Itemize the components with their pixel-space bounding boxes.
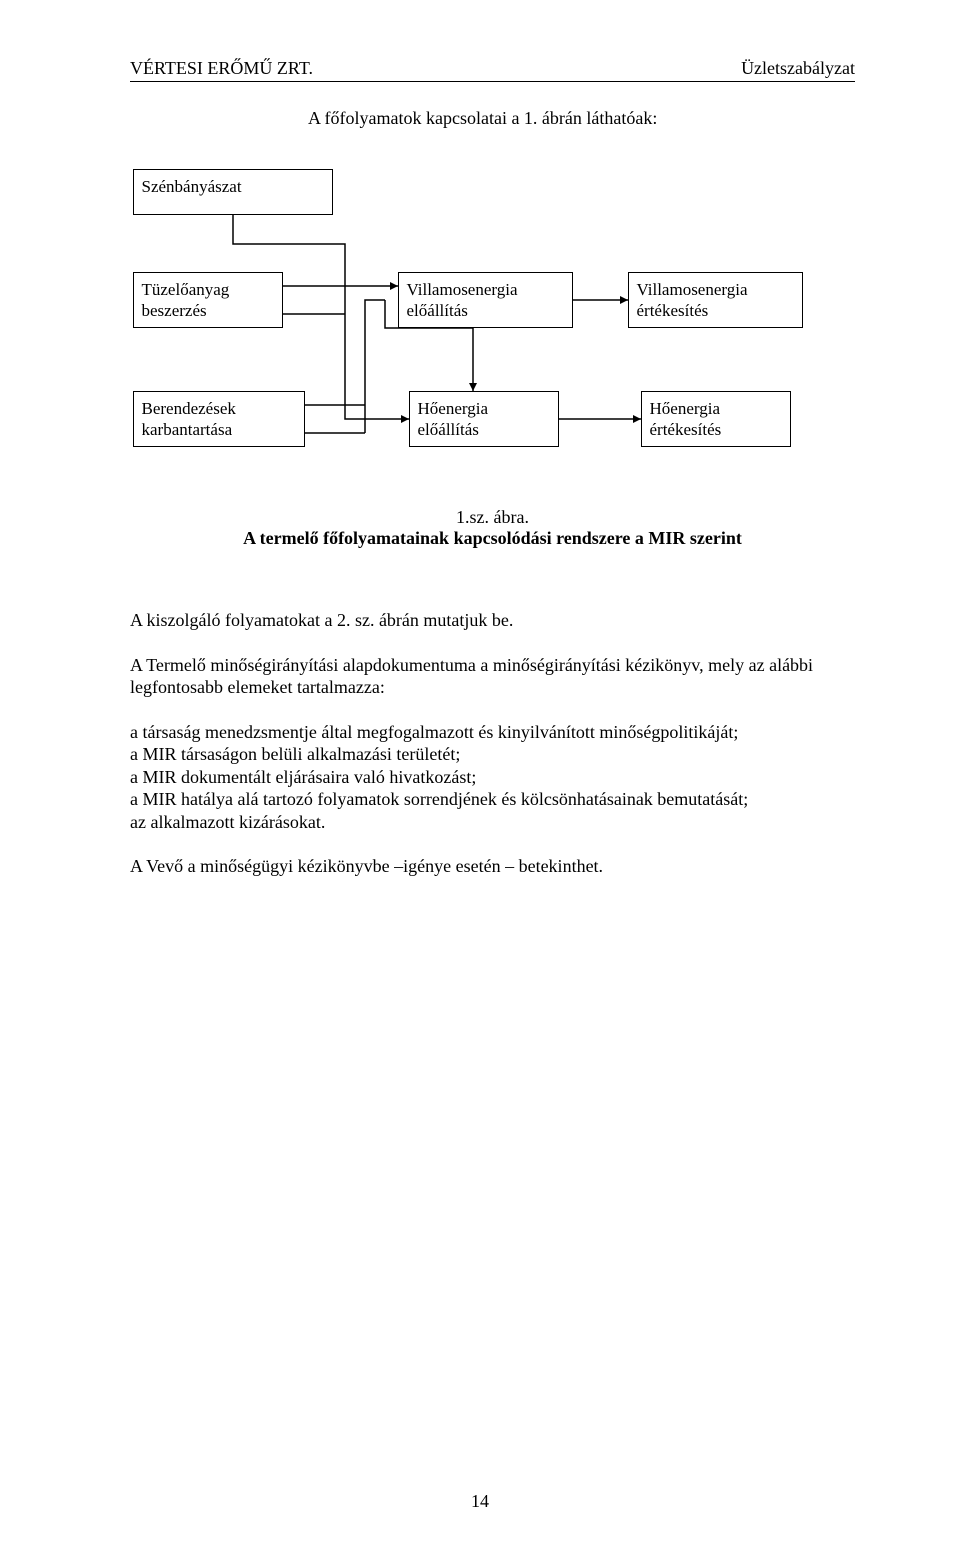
node-villamosenergia-ertekesites: Villamosenergiaértékesítés <box>628 272 803 328</box>
figure-caption: 1.sz. ábra. A termelő főfolyamatainak ka… <box>130 507 855 549</box>
header-left: VÉRTESI ERŐMŰ ZRT. <box>130 58 313 79</box>
list-item-1: a társaság menedzsmentje által megfogalm… <box>130 721 855 744</box>
paragraph-1: A kiszolgáló folyamatokat a 2. sz. ábrán… <box>130 609 855 632</box>
header-right: Üzletszabályzat <box>741 58 855 79</box>
page-header: VÉRTESI ERŐMŰ ZRT. Üzletszabályzat <box>130 58 855 82</box>
paragraph-2: A Termelő minőségirányítási alapdokument… <box>130 654 855 699</box>
body-text: A kiszolgáló folyamatokat a 2. sz. ábrán… <box>130 609 855 878</box>
node-berendezesek-karbantartasa: Berendezésekkarbantartása <box>133 391 305 447</box>
node-villamosenergia-eloallitas: Villamosenergiaelőállítás <box>398 272 573 328</box>
node-szenbanyaszat: Szénbányászat <box>133 169 333 215</box>
list-item-5: az alkalmazott kizárásokat. <box>130 811 855 834</box>
node-hoenergia-ertekesites: Hőenergiaértékesítés <box>641 391 791 447</box>
list-item-2: a MIR társaságon belüli alkalmazási terü… <box>130 743 855 766</box>
figure-label: 1.sz. ábra. <box>130 507 855 528</box>
flowchart: Szénbányászat Tüzelőanyagbeszerzés Villa… <box>133 169 853 489</box>
page-number: 14 <box>0 1491 960 1512</box>
intro-line: A főfolyamatok kapcsolatai a 1. ábrán lá… <box>308 108 855 129</box>
figure-title: A termelő főfolyamatainak kapcsolódási r… <box>130 528 855 549</box>
paragraph-3: A Vevő a minőségügyi kézikönyvbe –igénye… <box>130 855 855 878</box>
list-item-4: a MIR hatálya alá tartozó folyamatok sor… <box>130 788 855 811</box>
list-item-3: a MIR dokumentált eljárásaira való hivat… <box>130 766 855 789</box>
node-hoenergia-eloallitas: Hőenergiaelőállítás <box>409 391 559 447</box>
node-tuzeloanyag-beszerzes: Tüzelőanyagbeszerzés <box>133 272 283 328</box>
